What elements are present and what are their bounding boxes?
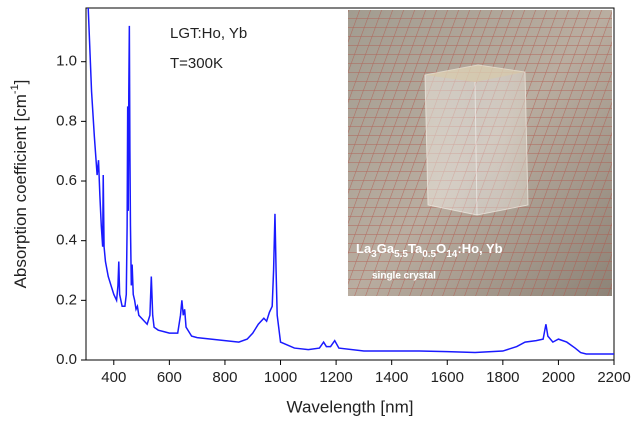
formula-part: 0.5 bbox=[422, 249, 436, 260]
x-axis-label: Wavelength [nm] bbox=[287, 397, 414, 416]
formula-part: O bbox=[436, 241, 446, 256]
y-tick-label: 1.0 bbox=[56, 53, 77, 70]
x-tick-label: 2000 bbox=[542, 369, 575, 386]
inset-photo bbox=[348, 10, 612, 296]
plot-frame bbox=[85, 7, 615, 361]
x-tick-label: 400 bbox=[101, 369, 126, 386]
x-tick-label: 800 bbox=[212, 369, 237, 386]
y-tick-label: 0.8 bbox=[56, 112, 77, 129]
formula-part: 3 bbox=[371, 249, 377, 260]
annotation: LGT:Ho, Yb bbox=[170, 25, 247, 42]
annotation: T=300K bbox=[170, 55, 223, 72]
y-label-part: ] bbox=[11, 80, 30, 85]
formula-part: La bbox=[356, 241, 372, 256]
y-axis-label: Absorption coefficient [cm-1] bbox=[9, 80, 31, 289]
formula-part: 5.5 bbox=[394, 249, 408, 260]
y-label-part: -1 bbox=[9, 84, 21, 94]
y-tick-label: 0.4 bbox=[56, 232, 77, 249]
formula-part: Ga bbox=[377, 241, 395, 256]
x-tick-label: 2200 bbox=[597, 369, 630, 386]
inset-caption: single crystal bbox=[372, 271, 436, 282]
y-tick-label: 0.0 bbox=[56, 351, 77, 368]
spectrum-line bbox=[87, 8, 614, 355]
x-tick-label: 1800 bbox=[486, 369, 519, 386]
x-tick-label: 1600 bbox=[431, 369, 464, 386]
formula-part: :Ho, Yb bbox=[457, 241, 502, 256]
y-tick-label: 0.2 bbox=[56, 291, 77, 308]
formula-part: Ta bbox=[408, 241, 423, 256]
formula-part: 14 bbox=[446, 249, 458, 260]
x-tick-label: 1200 bbox=[319, 369, 352, 386]
y-label-part: Absorption coefficient [cm bbox=[11, 94, 30, 288]
x-tick-label: 600 bbox=[157, 369, 182, 386]
x-tick-label: 1000 bbox=[264, 369, 297, 386]
inset-formula: La3Ga5.5Ta0.5O14:Ho, Yb bbox=[356, 241, 503, 259]
y-tick-label: 0.6 bbox=[56, 172, 77, 189]
x-tick-label: 1400 bbox=[375, 369, 408, 386]
